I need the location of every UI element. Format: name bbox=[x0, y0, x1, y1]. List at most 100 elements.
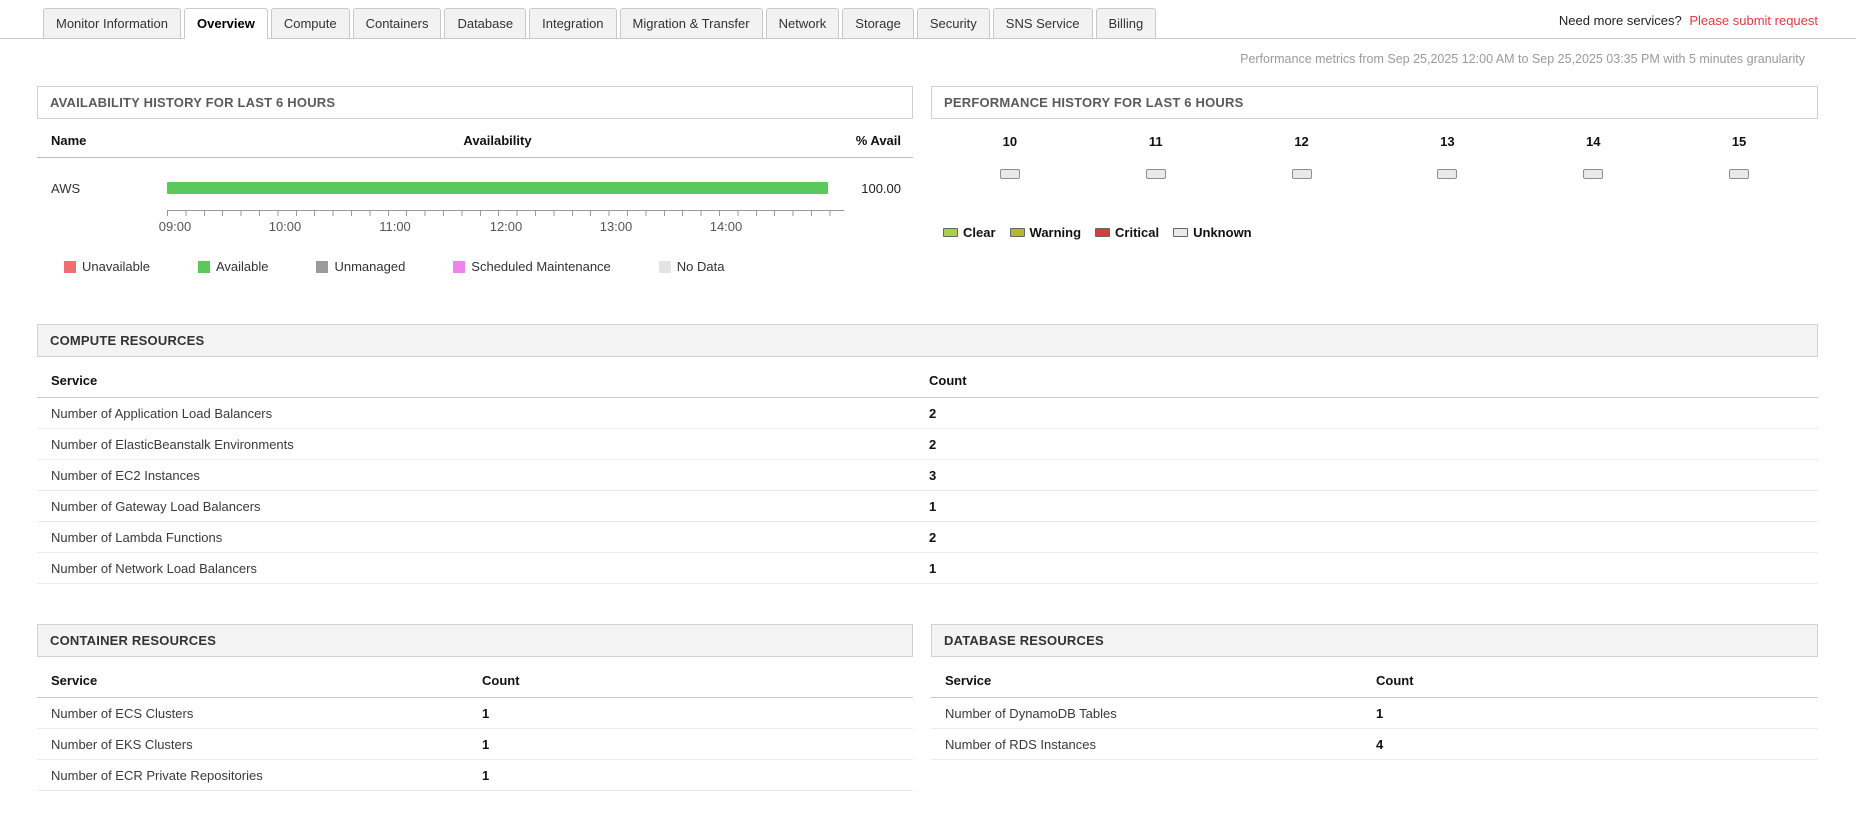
tab-label: Monitor Information bbox=[56, 16, 168, 31]
service-name: Number of Network Load Balancers bbox=[51, 560, 257, 576]
tab[interactable]: Billing bbox=[1095, 8, 1157, 38]
availability-bar[interactable] bbox=[167, 182, 828, 194]
service-count: 1 bbox=[482, 705, 490, 721]
legend-swatch bbox=[1173, 228, 1189, 237]
availability-bar-cell bbox=[167, 182, 828, 194]
tab[interactable]: Compute bbox=[270, 8, 350, 38]
legend-label: Unmanaged bbox=[334, 259, 406, 274]
service-count: 1 bbox=[482, 736, 490, 752]
tab-label: Containers bbox=[365, 16, 429, 31]
performance-hours: 10 11 12 13 14 bbox=[931, 119, 1818, 179]
legend-item: Unmanaged bbox=[316, 259, 405, 274]
legend-item: Warning bbox=[1009, 225, 1081, 240]
legend-item: Available bbox=[197, 259, 268, 274]
service-name: Number of EKS Clusters bbox=[51, 736, 193, 752]
submit-request-link[interactable]: Please submit request bbox=[1689, 12, 1818, 28]
legend-label: Critical bbox=[1115, 225, 1160, 240]
service-name: Number of ECR Private Repositories bbox=[51, 767, 263, 783]
tab[interactable]: SNS Service bbox=[992, 8, 1093, 38]
availability-panel-title: AVAILABILITY HISTORY FOR LAST 6 HOURS bbox=[37, 86, 913, 119]
hour-column: 15 bbox=[1666, 134, 1812, 179]
monitor-name[interactable]: AWS bbox=[51, 180, 81, 196]
legend-swatch bbox=[943, 228, 958, 237]
legend-label: No Data bbox=[676, 259, 725, 274]
tab-label: Database bbox=[457, 16, 514, 31]
service-count: 1 bbox=[929, 560, 937, 576]
status-cell[interactable] bbox=[1437, 169, 1458, 179]
service-count: 4 bbox=[1376, 736, 1384, 752]
service-name: Number of EC2 Instances bbox=[51, 467, 200, 483]
compute-resources-panel: COMPUTE RESOURCES Service Count Number o… bbox=[37, 324, 1818, 584]
legend-item: Scheduled Maintenance bbox=[453, 259, 611, 274]
tab-label: Migration & Transfer bbox=[632, 16, 750, 31]
tab[interactable]: Network bbox=[765, 8, 840, 38]
legend-swatch bbox=[197, 260, 210, 273]
resource-row: Number of Application Load Balancers 2 bbox=[37, 398, 1818, 429]
status-cell[interactable] bbox=[1291, 169, 1312, 179]
tab-list: Monitor Information Overview Compute Con… bbox=[43, 8, 1159, 39]
compute-resources-title: COMPUTE RESOURCES bbox=[37, 324, 1818, 357]
legend-label: Scheduled Maintenance bbox=[471, 259, 611, 274]
tab[interactable]: Overview bbox=[184, 8, 268, 39]
axis-tick-label: 10:00 bbox=[268, 219, 302, 234]
tab-label: Network bbox=[778, 16, 827, 31]
performance-panel: PERFORMANCE HISTORY FOR LAST 6 HOURS 10 … bbox=[931, 86, 1818, 274]
resource-row: Number of ECR Private Repositories 1 bbox=[37, 760, 913, 791]
service-count: 2 bbox=[929, 529, 937, 545]
status-cell[interactable] bbox=[1729, 169, 1750, 179]
tab-label: Integration bbox=[542, 16, 604, 31]
tab[interactable]: Containers bbox=[352, 8, 442, 38]
legend-item: Unknown bbox=[1173, 225, 1252, 240]
tab[interactable]: Security bbox=[916, 8, 990, 38]
axis-tick-label: 12:00 bbox=[489, 219, 523, 234]
compute-rows: Number of Application Load Balancers 2 N… bbox=[37, 398, 1818, 584]
hour-column: 10 bbox=[937, 134, 1083, 179]
hour-label: 10 bbox=[1002, 134, 1018, 149]
tab[interactable]: Migration & Transfer bbox=[619, 8, 763, 38]
tab[interactable]: Monitor Information bbox=[43, 8, 181, 38]
time-axis-labels: 09:00 10:00 11:00 12:00 13:00 14:00 bbox=[159, 219, 913, 235]
status-cell[interactable] bbox=[1583, 169, 1604, 179]
legend-swatch bbox=[658, 260, 671, 273]
tab-label: Security bbox=[929, 16, 977, 31]
legend-item: Critical bbox=[1095, 225, 1159, 240]
legend-item: Unavailable bbox=[64, 259, 150, 274]
tab-label: Compute bbox=[283, 16, 337, 31]
axis-tick-label: 13:00 bbox=[599, 219, 633, 234]
resource-row: Number of EKS Clusters 1 bbox=[37, 729, 913, 760]
resource-row: Number of DynamoDB Tables 1 bbox=[931, 698, 1818, 729]
resource-row: Number of Network Load Balancers 1 bbox=[37, 553, 1818, 584]
col-service: Service bbox=[51, 673, 98, 688]
hour-label: 13 bbox=[1440, 134, 1455, 149]
legend-item: No Data bbox=[658, 259, 725, 274]
hour-column: 12 bbox=[1229, 134, 1375, 179]
availability-col-percent: % Avail bbox=[855, 133, 901, 148]
service-name: Number of ECS Clusters bbox=[51, 705, 194, 721]
status-cell[interactable] bbox=[1145, 169, 1166, 179]
service-count: 1 bbox=[482, 767, 490, 783]
service-name: Number of RDS Instances bbox=[945, 736, 1097, 752]
container-resources-title: CONTAINER RESOURCES bbox=[37, 624, 913, 657]
tab-bar: Monitor Information Overview Compute Con… bbox=[0, 0, 1856, 39]
service-count: 2 bbox=[929, 405, 937, 421]
availability-rows: AWS 100.00 bbox=[37, 174, 913, 202]
service-count: 2 bbox=[929, 436, 937, 452]
tab[interactable]: Integration bbox=[529, 8, 617, 38]
tab-label: Storage bbox=[855, 16, 901, 31]
status-cell[interactable] bbox=[999, 169, 1020, 179]
service-count: 1 bbox=[1376, 705, 1384, 721]
performance-panel-title: PERFORMANCE HISTORY FOR LAST 6 HOURS bbox=[931, 86, 1818, 119]
database-rows: Number of DynamoDB Tables 1 Number of RD… bbox=[931, 698, 1818, 760]
resource-row: Number of ElasticBeanstalk Environments … bbox=[37, 429, 1818, 460]
col-service: Service bbox=[945, 673, 992, 688]
hour-label: 15 bbox=[1731, 134, 1747, 149]
tab[interactable]: Database bbox=[444, 8, 527, 38]
hour-label: 11 bbox=[1148, 134, 1163, 149]
legend-swatch bbox=[64, 260, 76, 273]
legend-label: Unknown bbox=[1193, 225, 1252, 240]
container-table-header: Service Count bbox=[37, 657, 913, 698]
availability-row: AWS 100.00 bbox=[37, 174, 913, 202]
hour-label: 14 bbox=[1585, 134, 1601, 149]
availability-legend: Unavailable Available Unmanaged Schedule… bbox=[37, 259, 913, 274]
tab[interactable]: Storage bbox=[842, 8, 914, 38]
